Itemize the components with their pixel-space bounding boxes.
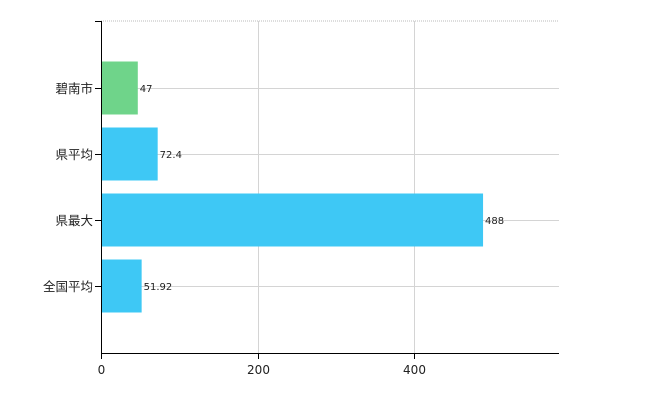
category-label-3: 全国平均 — [43, 279, 93, 294]
category-label-1: 県平均 — [55, 147, 93, 162]
category-label-2: 県最大 — [55, 213, 93, 228]
x-tick-label-0: 0 — [98, 363, 106, 377]
x-tick-label-2: 400 — [403, 363, 426, 377]
bars — [102, 61, 484, 313]
x-tick-label-1: 200 — [247, 363, 270, 377]
data-label-2: 488 — [485, 216, 504, 227]
data-label-0: 47 — [140, 84, 153, 95]
bar-1 — [102, 127, 158, 181]
axes — [95, 21, 559, 359]
bar-0 — [102, 61, 138, 115]
data-label-3: 51.92 — [144, 282, 173, 293]
bar-3 — [102, 259, 142, 313]
category-label-0: 碧南市 — [55, 81, 93, 96]
bar-2 — [102, 193, 484, 247]
data-label-1: 72.4 — [160, 150, 182, 161]
grid-lines — [101, 20, 559, 353]
